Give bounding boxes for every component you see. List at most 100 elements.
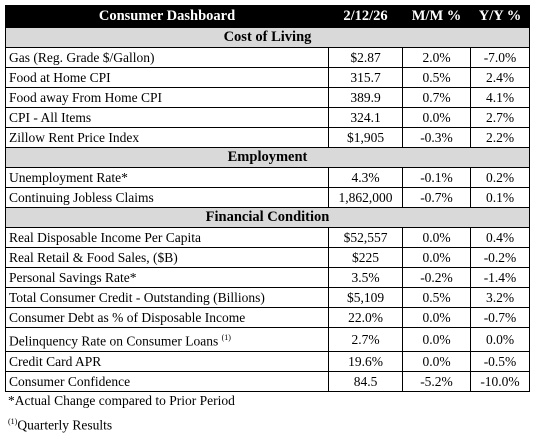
value-cell: 22.0% <box>328 307 403 328</box>
value-cell: 0.0% <box>402 107 471 128</box>
data-row: Consumer Confidence 84.5 -5.2% -10.0% <box>5 370 530 392</box>
value-cell: 0.0% <box>402 350 471 372</box>
value-cell: 0.0% <box>402 327 471 352</box>
value-cell: $5,109 <box>328 287 403 308</box>
row-label-cell: Personal Savings Rate* <box>5 267 329 288</box>
value-cell: 2.7% <box>328 327 403 352</box>
header-row: Consumer Dashboard 2/12/26 M/M % Y/Y % <box>5 5 530 28</box>
row-label: Consumer Confidence <box>9 373 131 389</box>
row-label-cell: Consumer Debt as % of Disposable Income <box>5 307 329 328</box>
footnotes: *Actual Change compared to Prior Period (… <box>8 390 235 436</box>
value-cell: 0.0% <box>402 227 471 248</box>
row-label: Food away From Home CPI <box>9 90 162 105</box>
value-cell: 19.6% <box>328 350 403 372</box>
footnote: *Actual Change compared to Prior Period <box>8 390 235 411</box>
column-header: 2/12/26 <box>328 5 403 28</box>
value-cell: 389.9 <box>328 87 403 108</box>
value-cell: 0.2% <box>470 167 530 188</box>
row-label: Credit Card APR <box>9 353 102 369</box>
row-label-cell: CPI - All Items <box>5 107 329 128</box>
data-row: Personal Savings Rate* 3.5% -0.2% -1.4% <box>5 267 530 288</box>
data-row: Food away From Home CPI 389.9 0.7% 4.1% <box>5 87 530 108</box>
data-row: Continuing Jobless Claims 1,862,000 -0.7% 0… <box>5 187 530 208</box>
value-cell: $2.87 <box>328 47 403 68</box>
row-label-cell: Continuing Jobless Claims <box>5 187 329 208</box>
value-cell: 3.2% <box>470 287 530 308</box>
value-cell: -0.1% <box>402 167 471 188</box>
note-marker: (1) <box>221 333 231 342</box>
value-cell: -10.0% <box>470 370 530 392</box>
value-cell: -0.2% <box>470 247 530 268</box>
footnote: (1)Quarterly Results <box>8 411 235 436</box>
data-row: Credit Card APR 19.6% 0.0% -0.5% <box>5 350 530 372</box>
row-label: CPI - All Items <box>9 110 92 125</box>
value-cell: $52,557 <box>328 227 403 248</box>
row-label-cell: Real Disposable Income Per Capita <box>5 227 329 248</box>
data-row: Real Disposable Income Per Capita $52,557… <box>5 227 530 248</box>
row-label: Unemployment Rate* <box>9 170 128 185</box>
value-cell: 84.5 <box>328 370 403 392</box>
value-cell: 0.0% <box>470 327 530 352</box>
value-cell: $1,905 <box>328 127 403 148</box>
dashboard-table: Consumer Dashboard 2/12/26 M/M % Y/Y % Cost … <box>5 5 530 392</box>
row-label: Real Retail & Food Sales, ($B) <box>9 250 178 265</box>
section-row: Employment <box>5 147 530 168</box>
value-cell: 4.1% <box>470 87 530 108</box>
value-cell: 315.7 <box>328 67 403 88</box>
table-body: Consumer Dashboard 2/12/26 M/M % Y/Y % Cost … <box>5 5 530 392</box>
row-label-cell: Unemployment Rate* <box>5 167 329 188</box>
data-row: Delinquency Rate on Consumer Loans (1) 2.… <box>5 327 530 352</box>
data-row: Consumer Debt as % of Disposable Income 2… <box>5 307 530 328</box>
row-label-cell: Gas (Reg. Grade $/Gallon) <box>5 47 329 68</box>
data-row: Real Retail & Food Sales, ($B) $225 0.0% -0… <box>5 247 530 268</box>
section-row: Financial Condition <box>5 207 530 228</box>
row-label-cell: Credit Card APR <box>5 350 329 372</box>
value-cell: 0.1% <box>470 187 530 208</box>
row-label: Food at Home CPI <box>9 70 111 85</box>
data-row: Zillow Rent Price Index $1,905 -0.3% 2.2% <box>5 127 530 148</box>
footnote-marker: (1) <box>8 417 18 426</box>
value-cell: 2.7% <box>470 107 530 128</box>
value-cell: 324.1 <box>328 107 403 128</box>
value-cell: -0.7% <box>402 187 471 208</box>
row-label: Consumer Debt as % of Disposable Income <box>9 310 246 325</box>
section-title: Employment <box>5 147 530 168</box>
value-cell: -0.2% <box>402 267 471 288</box>
row-label-cell: Consumer Confidence <box>5 370 329 392</box>
row-label: Continuing Jobless Claims <box>9 190 154 205</box>
footnote-text: Quarterly Results <box>17 417 113 433</box>
value-cell: 0.5% <box>402 287 471 308</box>
row-label-cell: Delinquency Rate on Consumer Loans (1) <box>5 327 329 352</box>
row-label-cell: Total Consumer Credit - Outstanding (Bil… <box>5 287 329 308</box>
data-row: Unemployment Rate* 4.3% -0.1% 0.2% <box>5 167 530 188</box>
header-title: Consumer Dashboard <box>5 5 329 28</box>
value-cell: -0.7% <box>470 307 530 328</box>
value-cell: 0.0% <box>402 307 471 328</box>
value-cell: 0.5% <box>402 67 471 88</box>
row-label: Gas (Reg. Grade $/Gallon) <box>9 50 155 65</box>
row-label-cell: Food away From Home CPI <box>5 87 329 108</box>
data-row: Total Consumer Credit - Outstanding (Bil… <box>5 287 530 308</box>
footnote-text: *Actual Change compared to Prior Period <box>8 393 235 408</box>
value-cell: -0.3% <box>402 127 471 148</box>
row-label: Zillow Rent Price Index <box>9 130 140 145</box>
row-label: Real Disposable Income Per Capita <box>9 230 201 245</box>
section-title: Financial Condition <box>5 207 530 228</box>
value-cell: 1,862,000 <box>328 187 403 208</box>
value-cell: 2.2% <box>470 127 530 148</box>
value-cell: 4.3% <box>328 167 403 188</box>
value-cell: -0.5% <box>470 350 530 372</box>
data-row: Gas (Reg. Grade $/Gallon) $2.87 2.0% -7.0% <box>5 47 530 68</box>
row-label-cell: Zillow Rent Price Index <box>5 127 329 148</box>
row-label: Total Consumer Credit - Outstanding (Bil… <box>9 290 265 305</box>
row-label-cell: Real Retail & Food Sales, ($B) <box>5 247 329 268</box>
section-title: Cost of Living <box>5 27 530 48</box>
row-label: Delinquency Rate on Consumer Loans <box>9 333 219 349</box>
data-row: Food at Home CPI 315.7 0.5% 2.4% <box>5 67 530 88</box>
value-cell: 0.4% <box>470 227 530 248</box>
row-label-cell: Food at Home CPI <box>5 67 329 88</box>
value-cell: -7.0% <box>470 47 530 68</box>
value-cell: 0.7% <box>402 87 471 108</box>
column-header: M/M % <box>402 5 471 28</box>
data-row: CPI - All Items 324.1 0.0% 2.7% <box>5 107 530 128</box>
